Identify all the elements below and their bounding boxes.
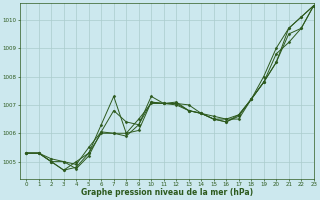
X-axis label: Graphe pression niveau de la mer (hPa): Graphe pression niveau de la mer (hPa) [81,188,253,197]
